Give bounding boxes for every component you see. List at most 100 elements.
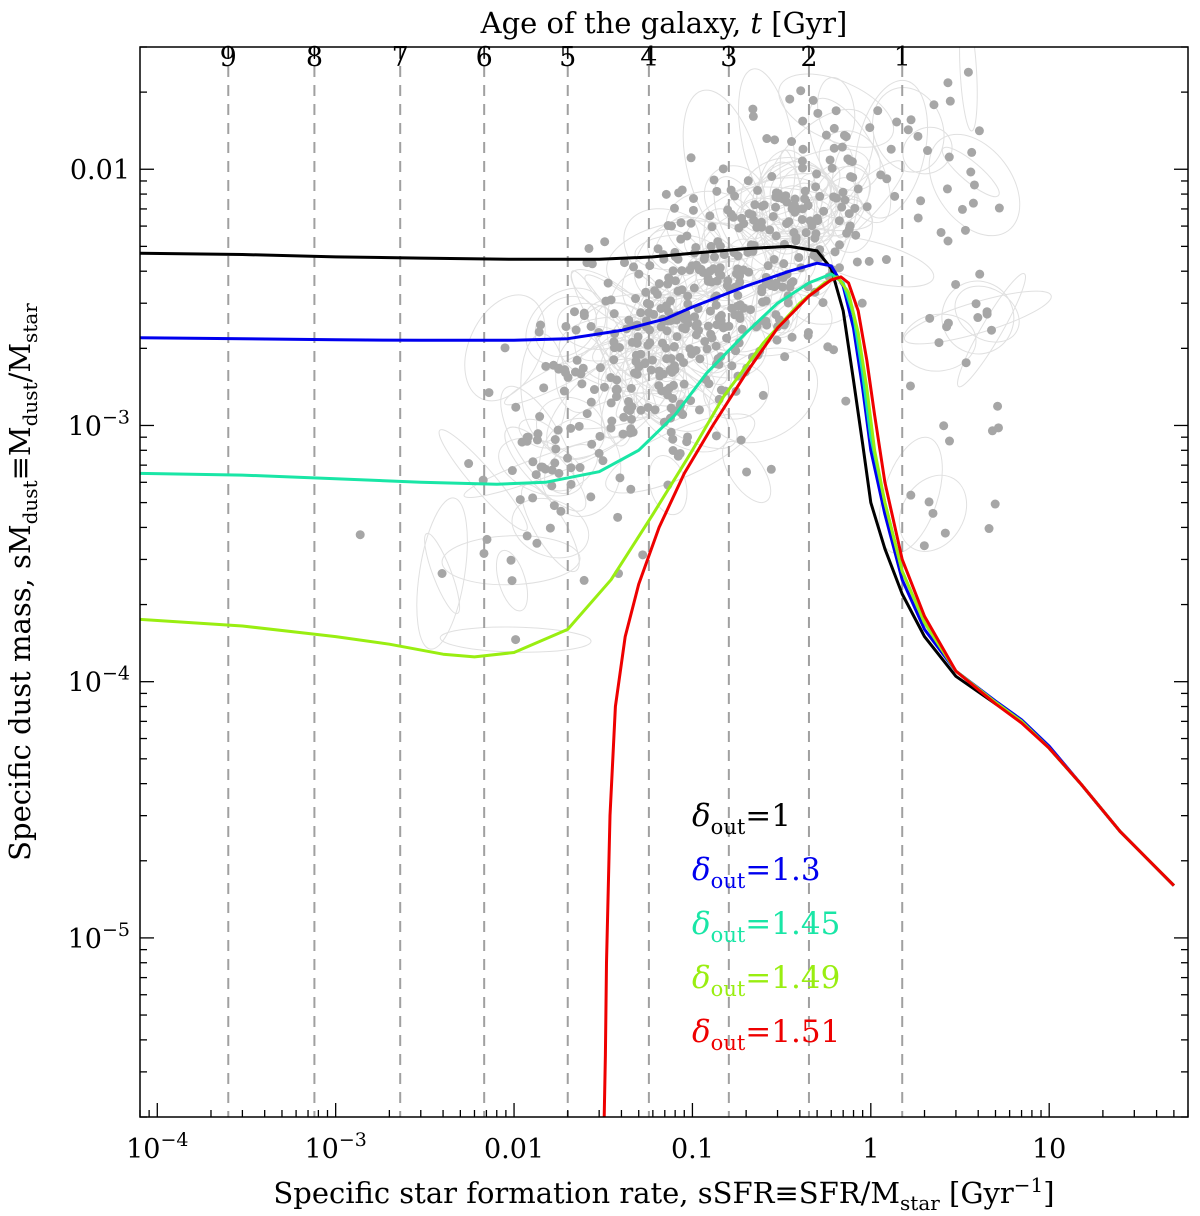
galaxy-point (853, 184, 863, 194)
error-ellipse (607, 347, 738, 450)
galaxy-point (511, 402, 521, 412)
y-axis-title: Specific dust mass, sMdust≡Mdust/Mstar (3, 303, 42, 861)
galaxy-point (762, 134, 772, 144)
galaxy-point (675, 352, 685, 362)
galaxy-point (732, 301, 742, 311)
x-tick-label: 0.01 (484, 1134, 544, 1165)
error-ellipse (635, 376, 730, 453)
galaxy-point (668, 446, 678, 456)
galaxy-point (982, 307, 992, 317)
galaxy-point (561, 321, 571, 331)
galaxy-point (614, 343, 624, 353)
galaxy-point (753, 185, 763, 195)
galaxy-point (500, 343, 510, 353)
galaxy-point (683, 299, 693, 309)
galaxy-point (906, 115, 916, 125)
galaxy-point (705, 211, 715, 221)
galaxy-point (663, 390, 673, 400)
galaxy-point (929, 100, 939, 110)
galaxy-point (691, 330, 701, 340)
galaxy-point (769, 254, 779, 264)
model-curve-delta-1-51 (602, 275, 1175, 1117)
galaxy-point (606, 423, 616, 433)
galaxy-point (620, 258, 630, 268)
error-ellipse (521, 484, 580, 573)
galaxy-point (730, 346, 740, 356)
galaxy-point (987, 325, 997, 335)
galaxy-point (837, 202, 847, 212)
galaxy-point (984, 524, 994, 534)
galaxy-point (613, 512, 623, 522)
age-tick-label: 7 (392, 42, 409, 73)
galaxy-point (563, 453, 573, 463)
galaxy-point (771, 202, 781, 212)
galaxy-point (677, 185, 687, 195)
galaxy-point (532, 435, 542, 445)
galaxy-point (851, 230, 861, 240)
galaxy-point (925, 313, 935, 323)
galaxy-point (798, 163, 808, 173)
galaxy-point (629, 262, 639, 272)
galaxy-point (631, 294, 641, 304)
galaxy-point (733, 264, 743, 274)
galaxy-point (796, 86, 806, 96)
galaxy-point (523, 432, 533, 442)
galaxy-point (845, 156, 855, 166)
error-ellipse (954, 285, 1020, 343)
error-ellipse (438, 429, 528, 532)
galaxy-point (643, 402, 653, 412)
galaxy-point (554, 468, 564, 478)
galaxy-point (831, 106, 841, 116)
galaxy-point (676, 218, 686, 228)
galaxy-point (716, 310, 726, 320)
galaxy-point (943, 236, 953, 246)
galaxy-point (534, 327, 544, 337)
galaxy-point (742, 467, 752, 477)
galaxy-point (765, 225, 775, 235)
error-ellipse (648, 455, 688, 516)
plot-frame (139, 46, 1189, 1118)
galaxy-point (928, 508, 938, 518)
galaxy-point (586, 397, 596, 407)
galaxy-point (711, 431, 721, 441)
legend-entry: δout=1.51 (692, 1014, 840, 1055)
galaxy-point (924, 497, 934, 507)
x-tick-label: 0.1 (671, 1134, 714, 1165)
galaxy-point (532, 538, 542, 548)
galaxy-point (798, 204, 808, 214)
galaxy-point (663, 221, 673, 231)
galaxy-point (700, 336, 710, 346)
x-tick-label: 10−3 (304, 1129, 366, 1165)
galaxy-point (913, 131, 923, 141)
galaxy-point (437, 568, 447, 578)
galaxy-point (603, 278, 613, 288)
galaxy-point (785, 94, 795, 104)
galaxy-point (771, 278, 781, 288)
galaxy-point (957, 204, 967, 214)
galaxy-point (906, 490, 916, 500)
galaxy-point (865, 123, 875, 133)
galaxy-point (626, 424, 636, 434)
galaxy-point (670, 276, 680, 286)
galaxy-point (934, 338, 944, 348)
galaxy-point (655, 371, 665, 381)
galaxy-point (606, 295, 616, 305)
error-ellipse (902, 126, 953, 175)
galaxy-point (656, 303, 666, 313)
galaxy-point (936, 227, 946, 237)
age-tick-label: 9 (220, 42, 237, 73)
galaxy-point (864, 256, 874, 266)
galaxy-point (575, 463, 585, 473)
galaxy-point (787, 204, 797, 214)
y-tick-label: 10−4 (68, 663, 130, 699)
age-tick-label: 2 (800, 42, 817, 73)
galaxy-point (830, 247, 840, 257)
galaxy-point (961, 358, 971, 368)
galaxy-point (582, 409, 592, 419)
galaxy-point (967, 147, 977, 157)
galaxy-point (945, 96, 955, 106)
galaxy-point (834, 263, 844, 273)
galaxy-point (673, 254, 683, 264)
x-tick-label: 1 (862, 1134, 879, 1165)
galaxy-point (569, 307, 579, 317)
